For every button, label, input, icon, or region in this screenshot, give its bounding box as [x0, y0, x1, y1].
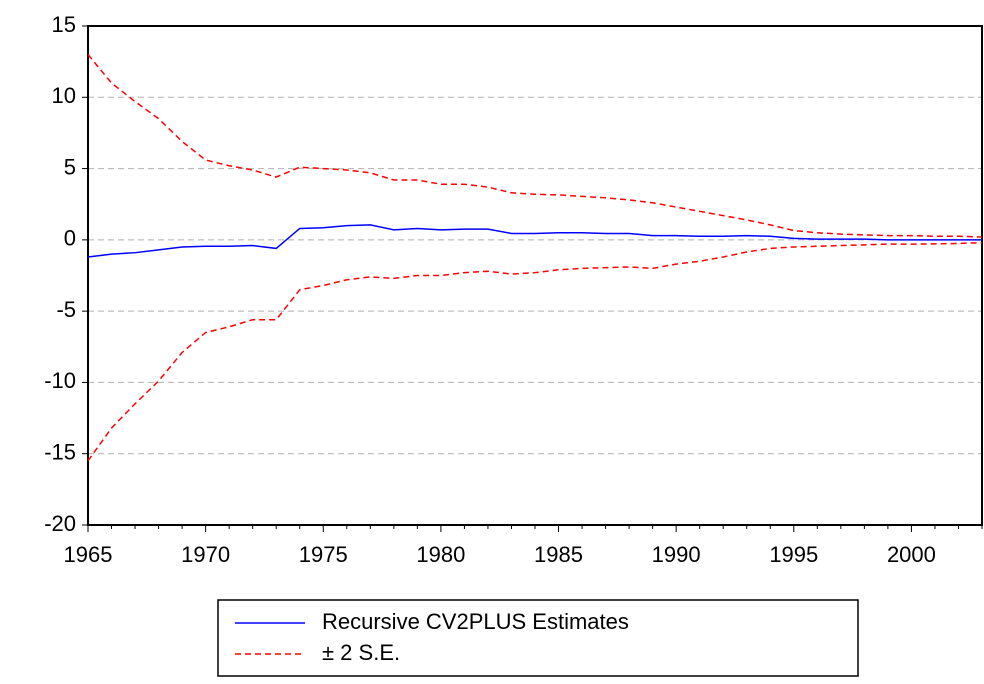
x-tick-label: 1965 [64, 542, 113, 567]
y-tick-label: -10 [44, 368, 76, 393]
x-tick-label: 2000 [887, 542, 936, 567]
legend-label: ± 2 S.E. [322, 640, 400, 665]
series-line [87, 54, 983, 238]
y-tick-label: -20 [44, 511, 76, 536]
y-tick-label: -5 [56, 297, 76, 322]
x-tick-label: 1985 [534, 542, 583, 567]
y-tick-label: 0 [64, 226, 76, 251]
x-tick-label: 1975 [299, 542, 348, 567]
y-tick-label: 15 [52, 12, 76, 37]
legend-box [217, 599, 859, 677]
series-line [87, 224, 982, 258]
series-line [87, 241, 983, 462]
y-tick-label: 10 [52, 83, 76, 108]
legend-label: Recursive CV2PLUS Estimates [322, 609, 629, 634]
x-tick-label: 1970 [181, 542, 230, 567]
y-tick-label: -15 [44, 440, 76, 465]
x-tick-label: 1995 [769, 542, 818, 567]
x-tick-label: 1990 [652, 542, 701, 567]
plot-frame [87, 25, 983, 526]
y-tick-label: 5 [64, 154, 76, 179]
x-tick-label: 1980 [416, 542, 465, 567]
